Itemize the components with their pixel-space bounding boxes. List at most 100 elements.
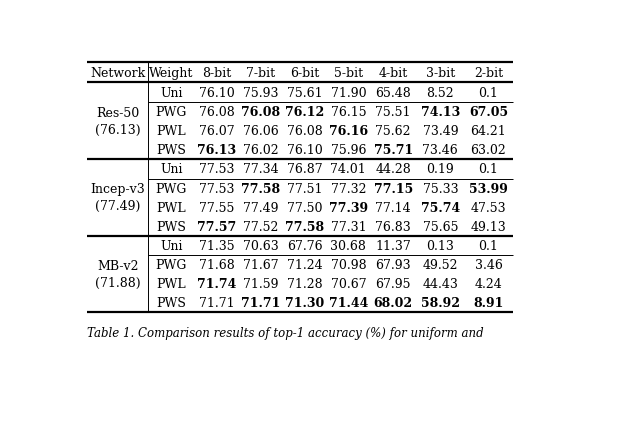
Text: 76.16: 76.16	[329, 125, 368, 138]
Text: 8.91: 8.91	[473, 297, 504, 310]
Text: 6-bit: 6-bit	[290, 67, 319, 80]
Text: 71.71: 71.71	[198, 297, 234, 310]
Text: Res-50
(76.13): Res-50 (76.13)	[95, 106, 141, 136]
Text: 70.67: 70.67	[330, 278, 366, 291]
Text: 3-bit: 3-bit	[426, 67, 455, 80]
Text: 5-bit: 5-bit	[334, 67, 363, 80]
Text: 11.37: 11.37	[375, 240, 411, 252]
Text: 77.51: 77.51	[287, 182, 322, 195]
Text: Uni: Uni	[160, 86, 182, 99]
Text: 44.28: 44.28	[375, 163, 411, 176]
Text: 65.48: 65.48	[375, 86, 411, 99]
Text: 76.08: 76.08	[198, 106, 234, 119]
Text: 0.1: 0.1	[479, 240, 499, 252]
Text: 77.50: 77.50	[287, 201, 322, 214]
Text: Network: Network	[90, 67, 145, 80]
Text: 74.13: 74.13	[420, 106, 460, 119]
Text: PWL: PWL	[156, 125, 186, 138]
Text: 8.52: 8.52	[426, 86, 454, 99]
Text: 77.15: 77.15	[374, 182, 413, 195]
Text: 71.68: 71.68	[198, 259, 234, 272]
Text: 67.93: 67.93	[376, 259, 411, 272]
Text: Incep-v3
(77.49): Incep-v3 (77.49)	[91, 183, 145, 213]
Text: 75.96: 75.96	[331, 144, 366, 157]
Text: 68.02: 68.02	[374, 297, 413, 310]
Text: 64.21: 64.21	[470, 125, 506, 138]
Text: 76.12: 76.12	[285, 106, 324, 119]
Text: 76.07: 76.07	[198, 125, 234, 138]
Text: PWG: PWG	[156, 259, 187, 272]
Text: 76.10: 76.10	[198, 86, 234, 99]
Text: 71.35: 71.35	[198, 240, 234, 252]
Text: 77.49: 77.49	[243, 201, 278, 214]
Text: 77.53: 77.53	[198, 182, 234, 195]
Text: 70.63: 70.63	[243, 240, 278, 252]
Text: 71.44: 71.44	[329, 297, 368, 310]
Text: 76.87: 76.87	[287, 163, 323, 176]
Text: 75.71: 75.71	[374, 144, 413, 157]
Text: 77.52: 77.52	[243, 220, 278, 233]
Text: 8-bit: 8-bit	[202, 67, 231, 80]
Text: 67.76: 67.76	[287, 240, 323, 252]
Text: 71.67: 71.67	[243, 259, 278, 272]
Text: 77.58: 77.58	[241, 182, 280, 195]
Text: 71.71: 71.71	[241, 297, 280, 310]
Text: 77.14: 77.14	[376, 201, 411, 214]
Text: 49.13: 49.13	[470, 220, 506, 233]
Text: 76.06: 76.06	[243, 125, 278, 138]
Text: 0.13: 0.13	[426, 240, 454, 252]
Text: 77.57: 77.57	[196, 220, 236, 233]
Text: 71.28: 71.28	[287, 278, 323, 291]
Text: PWG: PWG	[156, 106, 187, 119]
Text: 0.19: 0.19	[426, 163, 454, 176]
Text: 77.58: 77.58	[285, 220, 324, 233]
Text: 7-bit: 7-bit	[246, 67, 275, 80]
Text: 67.95: 67.95	[376, 278, 411, 291]
Text: 67.05: 67.05	[469, 106, 508, 119]
Text: PWG: PWG	[156, 182, 187, 195]
Text: 76.83: 76.83	[375, 220, 411, 233]
Text: 4.24: 4.24	[475, 278, 502, 291]
Text: Uni: Uni	[160, 240, 182, 252]
Text: 75.51: 75.51	[376, 106, 411, 119]
Text: MB-v2
(71.88): MB-v2 (71.88)	[95, 259, 141, 289]
Text: PWS: PWS	[156, 220, 186, 233]
Text: 75.33: 75.33	[422, 182, 458, 195]
Text: 75.62: 75.62	[376, 125, 411, 138]
Text: 75.74: 75.74	[420, 201, 460, 214]
Text: 75.65: 75.65	[422, 220, 458, 233]
Text: Table 1. Comparison results of top-1 accuracy (%) for uniform and: Table 1. Comparison results of top-1 acc…	[88, 326, 484, 339]
Text: 30.68: 30.68	[330, 240, 366, 252]
Text: 2-bit: 2-bit	[474, 67, 503, 80]
Text: Weight: Weight	[149, 67, 193, 80]
Text: 47.53: 47.53	[470, 201, 506, 214]
Text: 77.55: 77.55	[198, 201, 234, 214]
Text: PWS: PWS	[156, 297, 186, 310]
Text: 58.92: 58.92	[421, 297, 460, 310]
Text: PWS: PWS	[156, 144, 186, 157]
Text: 0.1: 0.1	[479, 163, 499, 176]
Text: 70.98: 70.98	[330, 259, 366, 272]
Text: 74.01: 74.01	[330, 163, 366, 176]
Text: 77.31: 77.31	[330, 220, 366, 233]
Text: 73.46: 73.46	[422, 144, 458, 157]
Text: 76.15: 76.15	[330, 106, 366, 119]
Text: 71.30: 71.30	[285, 297, 324, 310]
Text: 49.52: 49.52	[422, 259, 458, 272]
Text: PWL: PWL	[156, 278, 186, 291]
Text: 71.74: 71.74	[196, 278, 236, 291]
Text: 0.1: 0.1	[479, 86, 499, 99]
Text: 77.53: 77.53	[198, 163, 234, 176]
Text: 4-bit: 4-bit	[379, 67, 408, 80]
Text: 71.59: 71.59	[243, 278, 278, 291]
Text: 77.39: 77.39	[329, 201, 368, 214]
Text: 75.93: 75.93	[243, 86, 278, 99]
Text: 71.90: 71.90	[330, 86, 366, 99]
Text: PWL: PWL	[156, 201, 186, 214]
Text: 77.34: 77.34	[243, 163, 278, 176]
Text: 76.08: 76.08	[241, 106, 280, 119]
Text: 3.46: 3.46	[474, 259, 502, 272]
Text: 63.02: 63.02	[470, 144, 506, 157]
Text: 76.13: 76.13	[197, 144, 236, 157]
Text: 76.02: 76.02	[243, 144, 278, 157]
